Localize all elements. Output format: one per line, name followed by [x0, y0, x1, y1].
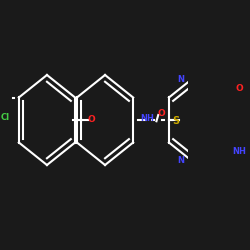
Text: N: N [177, 75, 184, 84]
Text: S: S [173, 116, 180, 126]
Text: NH: NH [140, 114, 154, 123]
Text: N: N [177, 156, 184, 165]
Text: O: O [88, 116, 96, 124]
Text: NH: NH [232, 147, 246, 156]
Text: Cl: Cl [0, 113, 9, 122]
Text: O: O [157, 109, 165, 118]
Text: O: O [235, 84, 243, 93]
